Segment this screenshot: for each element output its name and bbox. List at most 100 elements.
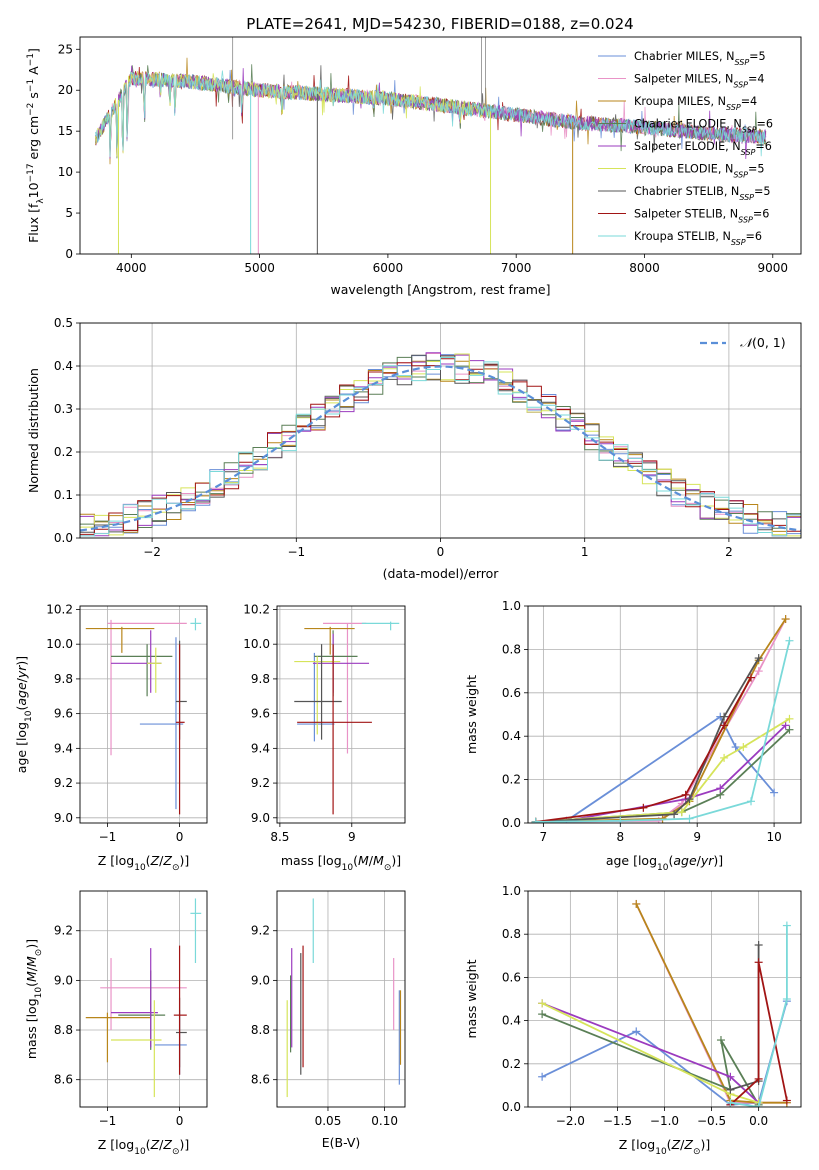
x-tick-label: 8000 (629, 261, 660, 275)
legend-entry: Kroupa ELODIE, NSSP=5 (634, 163, 765, 180)
label-part: Z [log (98, 853, 134, 868)
x-tick-label: 0 (176, 830, 184, 844)
label-part: Z (671, 1137, 681, 1152)
x-tick-label: −0.5 (697, 1114, 726, 1128)
x-tick-label: 2 (725, 545, 733, 559)
label-part: −17 (26, 163, 36, 182)
age_vs_Z-frame (79, 605, 208, 824)
label-part: )] (713, 853, 723, 868)
weight-series (729, 962, 788, 1106)
label-part: A (26, 66, 41, 79)
x-tick-label: 5000 (244, 261, 275, 275)
label-part: ( (24, 982, 39, 987)
y-tick-label: 0.6 (502, 970, 521, 984)
label-part: ⊙ (34, 949, 44, 957)
legend-tail: =5 (748, 163, 765, 176)
x-tick-label: −2.0 (556, 1114, 585, 1128)
x-tick-label: 7000 (501, 261, 532, 275)
label-part: ⊙ (693, 1147, 701, 1157)
y-tick-label: 9.0 (54, 973, 73, 987)
y-tick-label: 9.4 (54, 741, 73, 755)
legend-sub: SSP (726, 103, 741, 112)
y-tick-label: 0.8 (502, 927, 521, 941)
y-axis-label: mass [log10(M/M⊙)] (24, 939, 44, 1059)
y-tick-label: 0.2 (502, 773, 521, 787)
label-part: ( (14, 706, 29, 711)
label-part: s (26, 92, 41, 103)
weight_vs_Z-plot-area (528, 891, 801, 1107)
x-tick-label: 1 (581, 545, 589, 559)
legend-sub: SSP (742, 125, 757, 134)
label-part: )] (391, 853, 401, 868)
weight-series (730, 945, 760, 1091)
y-tick-label: 5 (65, 206, 73, 220)
label-part: ( (353, 853, 358, 868)
x-tick-label: 0.0 (749, 1114, 768, 1128)
y-tick-label: 9.6 (54, 707, 73, 721)
weight-series (730, 925, 788, 1107)
x-axis-label: Z [log10(Z/Z⊙)] (98, 853, 190, 873)
label-part: λ (36, 198, 46, 204)
label-part: Z (162, 853, 172, 868)
legend-entry: Salpeter MILES, NSSP=4 (634, 73, 765, 90)
x-tick-label: 0 (437, 545, 445, 559)
label-part: 10 (26, 182, 41, 198)
legend-text: Salpeter ELODIE, N (634, 140, 741, 153)
y-tick-label: 0.0 (502, 1100, 521, 1114)
y-tick-label: 9.2 (54, 924, 73, 938)
age_vs_mass-plot-area (277, 606, 405, 823)
y-tick-label: 0.4 (502, 729, 521, 743)
x-tick-label: 9 (693, 830, 701, 844)
y-tick-label: 10.2 (46, 602, 73, 616)
x-axis-label: Z [log10(Z/Z⊙)] (98, 1137, 190, 1157)
weight_vs_age-plot-area (528, 606, 801, 823)
label-part: −2 (26, 103, 36, 116)
legend-sub: SSP (738, 215, 753, 224)
label-part: erg cm (26, 116, 41, 164)
y-tick-label: 10.2 (243, 602, 270, 616)
x-tick-label: 8 (616, 830, 624, 844)
y-tick-label: 9.8 (54, 672, 73, 686)
y-axis-label: mass weight (464, 959, 479, 1038)
x-tick-label: −1 (287, 545, 305, 559)
y-tick-label: 0.2 (502, 1057, 521, 1071)
legend-tail: =6 (746, 230, 763, 243)
label-part: Z (683, 1137, 693, 1152)
x-tick-label: 7 (540, 830, 548, 844)
age_vs_Z-plot-area (80, 606, 207, 823)
legend-entry: Salpeter STELIB, NSSP=6 (634, 208, 769, 225)
y-tick-label: 0.3 (54, 402, 73, 416)
x-tick-label: 0 (176, 1114, 184, 1128)
y-axis-label: Flux [fλ10−17 erg cm−2 s−1 A−1] (26, 48, 46, 243)
y-tick-label: 25 (58, 42, 73, 56)
y-tick-label: 9.0 (54, 811, 73, 825)
label-part: )] (24, 939, 39, 949)
label-part: ( (668, 853, 673, 868)
weight-series (535, 724, 787, 823)
weight-series (535, 729, 791, 823)
legend-text: Chabrier STELIB, N (634, 185, 739, 198)
y-tick-label: 9.4 (251, 741, 270, 755)
label-part: 10 (34, 987, 44, 999)
x-axis-label: mass [log10(M/M⊙)] (281, 853, 401, 873)
y-tick-label: 9.2 (54, 776, 73, 790)
label-part: M (24, 956, 39, 967)
figure-title: PLATE=2641, MJD=54230, FIBERID=0188, z=0… (246, 15, 633, 33)
y-axis-label: Normed distribution (26, 368, 41, 493)
spectrum-line (95, 64, 767, 159)
y-tick-label: 0.1 (54, 488, 73, 502)
label-part: M (373, 853, 384, 868)
x-tick-label: 9000 (758, 261, 789, 275)
weight-series (635, 903, 787, 1104)
label-part: / (159, 853, 164, 868)
legend-sub: SSP (731, 238, 746, 247)
x-axis-label: E(B-V) (322, 1135, 361, 1150)
legend-entry: Kroupa MILES, NSSP=4 (634, 95, 757, 112)
label-part: age [log (606, 853, 657, 868)
x-tick-label: −1 (99, 830, 117, 844)
legend-text: Salpeter STELIB, N (634, 208, 738, 221)
label-part: −1 (26, 53, 36, 66)
weight-series (535, 640, 791, 823)
label-part: )] (14, 656, 29, 666)
y-tick-label: 8.8 (251, 1023, 270, 1037)
